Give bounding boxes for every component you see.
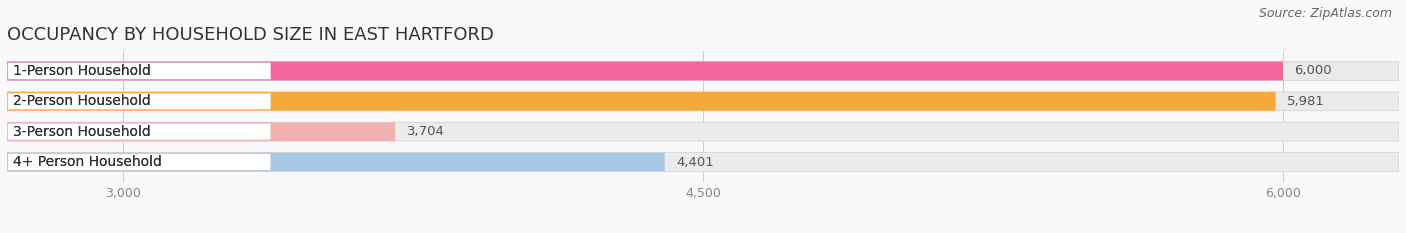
Text: 3-Person Household: 3-Person Household	[13, 125, 150, 139]
FancyBboxPatch shape	[7, 153, 1399, 171]
Text: 3,704: 3,704	[406, 125, 444, 138]
Text: 4+ Person Household: 4+ Person Household	[13, 155, 162, 169]
FancyBboxPatch shape	[7, 62, 1399, 80]
Text: 2-Person Household: 2-Person Household	[13, 94, 150, 108]
FancyBboxPatch shape	[7, 92, 1275, 111]
FancyBboxPatch shape	[7, 122, 1399, 141]
Text: 2-Person Household: 2-Person Household	[13, 94, 150, 108]
Text: Source: ZipAtlas.com: Source: ZipAtlas.com	[1258, 7, 1392, 20]
FancyBboxPatch shape	[8, 154, 271, 170]
Text: 1-Person Household: 1-Person Household	[13, 64, 150, 78]
Text: 3-Person Household: 3-Person Household	[13, 125, 150, 139]
FancyBboxPatch shape	[7, 153, 665, 171]
Text: 6,000: 6,000	[1295, 65, 1333, 78]
Text: 1-Person Household: 1-Person Household	[13, 64, 150, 78]
Text: 5,981: 5,981	[1288, 95, 1324, 108]
Text: 4+ Person Household: 4+ Person Household	[13, 155, 162, 169]
FancyBboxPatch shape	[8, 63, 271, 79]
FancyBboxPatch shape	[8, 123, 271, 140]
FancyBboxPatch shape	[7, 62, 1284, 80]
FancyBboxPatch shape	[7, 122, 395, 141]
FancyBboxPatch shape	[7, 92, 1399, 111]
FancyBboxPatch shape	[8, 93, 271, 110]
Text: 4,401: 4,401	[676, 155, 714, 168]
Text: OCCUPANCY BY HOUSEHOLD SIZE IN EAST HARTFORD: OCCUPANCY BY HOUSEHOLD SIZE IN EAST HART…	[7, 26, 494, 44]
